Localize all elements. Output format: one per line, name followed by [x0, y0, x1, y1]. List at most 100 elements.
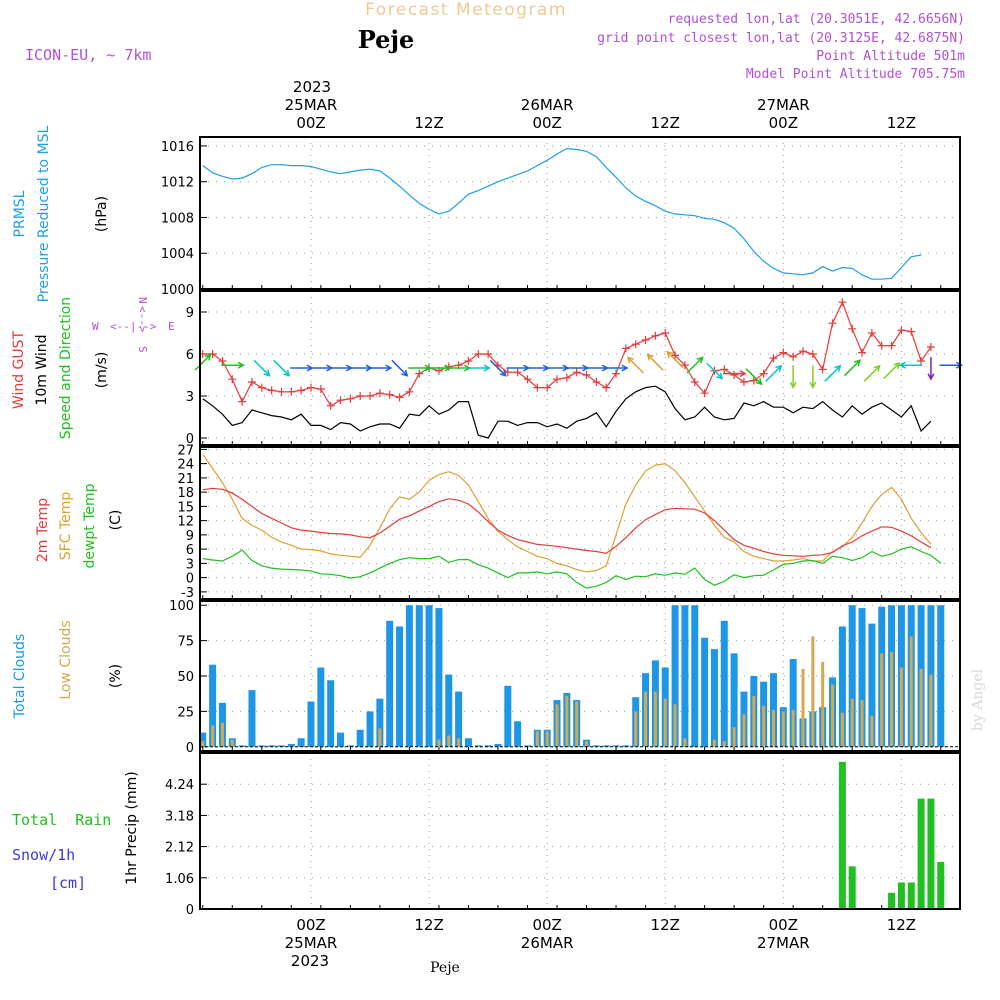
- gust-marker: [395, 393, 404, 402]
- pressure-label-prmsl: PRMSL: [12, 190, 28, 237]
- wind-panel-labels: Wind GUST 10m Wind Speed and Direction (…: [11, 297, 175, 439]
- info-line-3: Point Altitude 501m: [816, 49, 965, 64]
- wind-direction-arrow: [789, 365, 797, 389]
- low-clouds-bar: [870, 715, 874, 747]
- total-clouds-bar: [337, 732, 345, 747]
- total-clouds-bar: [425, 605, 433, 747]
- low-clouds-bar: [378, 728, 382, 747]
- pressure-unit: (hPa): [94, 196, 110, 232]
- wind-direction-arrow: [863, 364, 881, 382]
- gust-marker: [641, 336, 650, 344]
- low-clouds-bar: [230, 739, 234, 747]
- gust-marker: [208, 350, 217, 358]
- rain-bar: [917, 798, 925, 909]
- total-clouds-bar: [455, 691, 463, 747]
- total-clouds-bar: [366, 711, 374, 747]
- precip-ytick-label: 3.18: [165, 809, 194, 824]
- compass-rose: W E <--|--> N <--> S: [92, 297, 175, 353]
- wind-direction-arrow: [898, 361, 923, 369]
- gust-marker: [779, 348, 788, 357]
- info-line-1: requested lon,lat (20.3051E, 42.6656N): [668, 12, 965, 27]
- gust-marker: [415, 369, 424, 378]
- gust-marker: [739, 378, 748, 386]
- precip-frame: [199, 752, 961, 910]
- low-clouds-bar: [634, 711, 638, 747]
- gust-marker: [621, 344, 630, 353]
- wind-direction-arrow: [666, 350, 684, 368]
- total-clouds-bar: [405, 605, 413, 747]
- low-clouds-bar: [929, 674, 933, 747]
- wind-direction-arrow: [391, 359, 409, 377]
- temp-label-2m: 2m Temp: [35, 498, 51, 562]
- gust-marker: [818, 365, 827, 374]
- pressure-ytick-label: 1000: [161, 283, 194, 298]
- sfc-temp-line: [202, 453, 932, 573]
- clouds-ytick-label: 50: [177, 670, 194, 685]
- gust-marker: [838, 298, 847, 307]
- total-clouds-bar: [937, 605, 945, 747]
- wind-direction-arrow: [745, 368, 763, 386]
- total-clouds-bar: [199, 732, 207, 747]
- total-clouds-bar: [396, 626, 404, 747]
- low-clouds-bar: [762, 705, 766, 747]
- total-clouds-bar: [612, 745, 620, 747]
- wind-direction-arrow: [723, 370, 747, 378]
- low-clouds-bar: [742, 714, 746, 747]
- temperature-ytick-label: 9: [186, 529, 194, 544]
- wind-direction-arrow: [824, 364, 842, 382]
- bottom-axis-date: 26MAR: [521, 934, 574, 952]
- temperature-ytick-label: 6: [186, 543, 194, 558]
- total-clouds-bar: [622, 745, 630, 747]
- gust-marker: [307, 383, 315, 392]
- low-clouds-bar: [831, 684, 835, 747]
- clouds-ytick-label: 0: [186, 741, 194, 756]
- gust-marker: [769, 354, 778, 363]
- total-clouds-bar: [484, 745, 492, 747]
- wind-label-10m: 10m Wind: [34, 334, 50, 405]
- total-clouds-bar: [838, 626, 846, 747]
- total-clouds-bar: [681, 605, 689, 747]
- gust-marker: [523, 375, 532, 384]
- gust-marker: [257, 383, 266, 392]
- gust-marker: [238, 397, 247, 406]
- low-clouds-bar: [447, 735, 451, 747]
- wind-ytick-label: 6: [186, 348, 194, 363]
- wind-direction-arrow: [646, 353, 664, 371]
- total-clouds-bar: [209, 664, 217, 747]
- low-clouds-bar: [732, 726, 736, 747]
- total-clouds-bar: [602, 745, 610, 747]
- compass-s: S: [136, 346, 149, 353]
- pressure-ytick-label: 1012: [161, 176, 194, 191]
- precip-label-rain: Total Rain: [12, 811, 111, 829]
- wind-direction-arrow: [546, 364, 570, 372]
- wind-direction-arrow: [843, 359, 862, 377]
- gust-marker: [375, 389, 384, 398]
- rain-bar: [888, 892, 896, 909]
- total-clouds-bar: [287, 743, 295, 747]
- wind-frame: [199, 290, 961, 446]
- gust-marker: [553, 375, 561, 384]
- low-clouds-bar: [899, 667, 903, 747]
- low-clouds-bar: [644, 691, 648, 747]
- low-clouds-bar: [575, 701, 579, 747]
- precip-ytick-label: 0: [186, 903, 194, 918]
- top-axis-hour: 00Z: [296, 114, 325, 132]
- precip-ytick-label: 1.06: [165, 872, 194, 887]
- total-clouds-bar: [868, 623, 876, 747]
- gust-marker: [562, 373, 571, 382]
- total-clouds-bar: [464, 738, 472, 747]
- bottom-axis-hour: 00Z: [532, 916, 561, 934]
- total-clouds-bar: [691, 605, 699, 747]
- gust-marker: [720, 365, 729, 374]
- clouds-ytick-label: 25: [177, 705, 194, 720]
- temperature-frame: [199, 446, 961, 600]
- total-clouds-bar: [789, 659, 797, 747]
- low-clouds-bar: [801, 668, 805, 747]
- total-clouds-bar: [710, 649, 718, 747]
- wind-direction-arrow: [626, 356, 644, 374]
- low-clouds-bar: [437, 739, 441, 747]
- gust-marker: [218, 357, 227, 365]
- total-clouds-bar: [720, 620, 728, 747]
- total-clouds-bar: [474, 745, 482, 747]
- model-label: ICON-EU, ~ 7km: [25, 46, 151, 64]
